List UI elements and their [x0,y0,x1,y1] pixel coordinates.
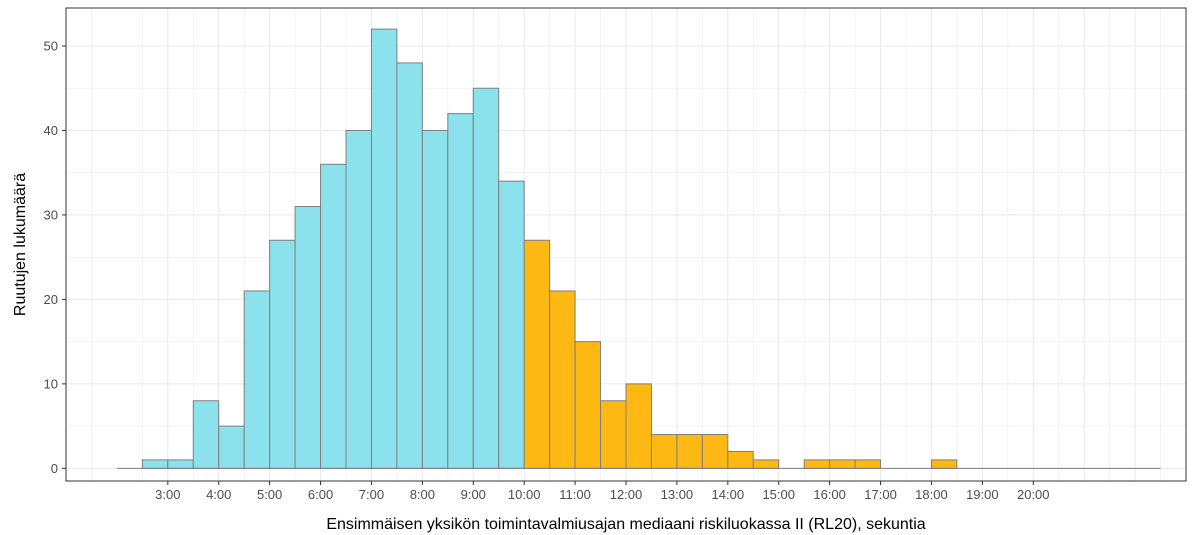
x-tick-label: 3:00 [155,487,180,502]
y-tick-label: 10 [44,376,58,391]
histogram-bar [549,290,576,469]
histogram-bar [829,459,856,469]
x-tick-label: 8:00 [410,487,435,502]
histogram-bar [574,341,602,469]
histogram-bar [345,129,372,469]
x-tick-label: 15:00 [762,487,795,502]
histogram-bar [192,400,220,469]
x-tick-label: 13:00 [661,487,694,502]
histogram-bar [370,28,398,469]
histogram-bar [625,383,652,469]
x-tick-label: 5:00 [257,487,282,502]
y-axis-title: Ruutujen lukumäärä [12,173,29,316]
histogram-bar [472,87,500,469]
histogram-bar [447,113,474,469]
histogram-bar [600,400,627,469]
histogram-bar [141,459,169,469]
x-tick-label: 18:00 [915,487,948,502]
y-axis: 0 10 20 30 40 50 [44,39,66,476]
x-tick-label: 4:00 [206,487,231,502]
histogram-bar [854,459,882,469]
x-tick-label: 11:00 [559,487,591,502]
x-tick-label: 9:00 [461,487,486,502]
x-tick-label: 6:00 [308,487,333,502]
histogram-bar [523,239,551,469]
histogram-bar [167,459,194,469]
histogram-bar [752,459,780,469]
x-tick-label: 12:00 [610,487,643,502]
x-axis-title: Ensimmäisen yksikön toimintavalmiusajan … [326,516,925,533]
x-tick-label: 14:00 [712,487,745,502]
x-tick-label: 16:00 [813,487,846,502]
x-tick-label: 19:00 [966,487,999,502]
histogram-bar [243,290,271,469]
histogram-bar [421,129,449,469]
histogram-bar [218,425,245,469]
x-tick-label: 10:00 [508,487,541,502]
histogram-bar [396,62,423,469]
histogram-bar [676,434,703,469]
x-tick-label: 7:00 [359,487,384,502]
histogram-bar [269,239,296,469]
x-tick-label: 17:00 [864,487,897,502]
y-tick-label: 50 [44,39,58,54]
x-axis: 3:00 4:00 5:00 6:00 7:00 8:00 9:00 10:00 11:00 12… [155,481,1050,502]
histogram-bar [498,180,525,469]
histogram-bar [701,434,729,469]
histogram-bars [141,28,958,469]
histogram-bar [650,434,678,469]
y-tick-label: 0 [51,461,58,476]
histogram-bar [727,450,754,469]
y-tick-label: 20 [44,292,58,307]
histogram-bar [294,205,322,469]
y-tick-label: 40 [44,123,58,138]
x-tick-label: 20:00 [1017,487,1050,502]
histogram-bar [930,459,958,469]
histogram-bar [803,459,831,469]
histogram-bar [320,163,347,469]
y-tick-label: 30 [44,207,58,222]
